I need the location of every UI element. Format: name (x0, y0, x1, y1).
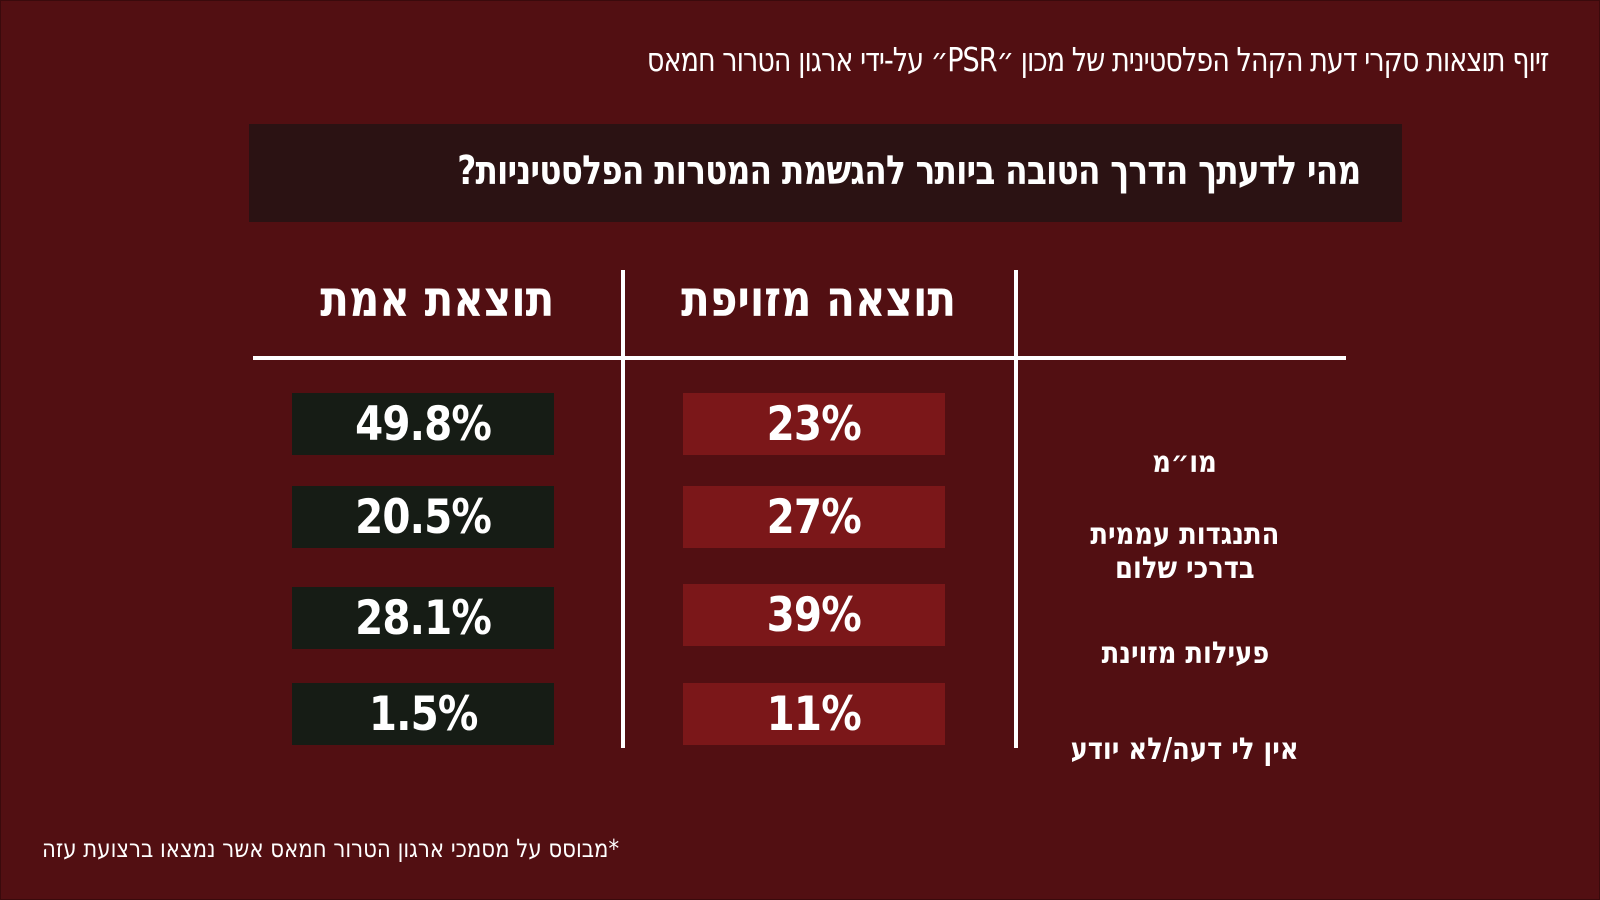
real-value: 1.5% (368, 686, 479, 742)
row-label-text: אין לי דעה/לא יודע (1070, 732, 1300, 767)
row-label-peaceful-resistance: התנגדות עממית בדרכי שלום (1040, 484, 1330, 586)
column-divider-left (621, 270, 625, 748)
header-divider (253, 356, 1346, 360)
fake-value-cell: 23% (683, 393, 945, 455)
fake-value: 27% (766, 489, 862, 545)
real-value: 20.5% (355, 489, 492, 545)
real-value-cell: 28.1% (292, 587, 554, 649)
question-text: מהי לדעתך הדרך הטובה ביותר להגשמת המטרות… (456, 148, 1361, 194)
fake-value: 11% (766, 686, 862, 742)
real-value-cell: 49.8% (292, 393, 554, 455)
page-title: זיוף תוצאות סקרי דעת הקהל הפלסטינית של מ… (646, 40, 1548, 79)
real-value-cell: 20.5% (292, 486, 554, 548)
row-label-no-opinion: אין לי דעה/לא יודע (1040, 699, 1330, 767)
row-label-text: פעילות מזוינת (1101, 636, 1269, 671)
row-label-negotiations: מו״מ (1040, 412, 1330, 480)
column-header-fake-label: תוצאה מזויפת (681, 270, 957, 328)
fake-value: 23% (766, 396, 862, 452)
real-value-cell: 1.5% (292, 683, 554, 745)
column-divider-right (1014, 270, 1018, 748)
column-header-fake: תוצאה מזויפת (623, 270, 1015, 340)
row-label-text: התנגדות עממית בדרכי שלום (1090, 517, 1280, 586)
column-header-real-label: תוצאת אמת (319, 270, 555, 328)
fake-value-cell: 27% (683, 486, 945, 548)
real-value: 49.8% (355, 396, 492, 452)
fake-value-cell: 39% (683, 584, 945, 646)
real-value: 28.1% (355, 590, 492, 646)
fake-value-cell: 11% (683, 683, 945, 745)
row-label-text: מו״מ (1152, 445, 1218, 480)
column-header-real: תוצאת אמת (251, 270, 623, 340)
question-box: מהי לדעתך הדרך הטובה ביותר להגשמת המטרות… (249, 124, 1402, 222)
fake-value: 39% (766, 587, 862, 643)
row-label-armed-activity: פעילות מזוינת (1040, 603, 1330, 671)
footnote: *מבוסס על מסמכי ארגון הטרור חמאס אשר נמצ… (42, 834, 620, 863)
